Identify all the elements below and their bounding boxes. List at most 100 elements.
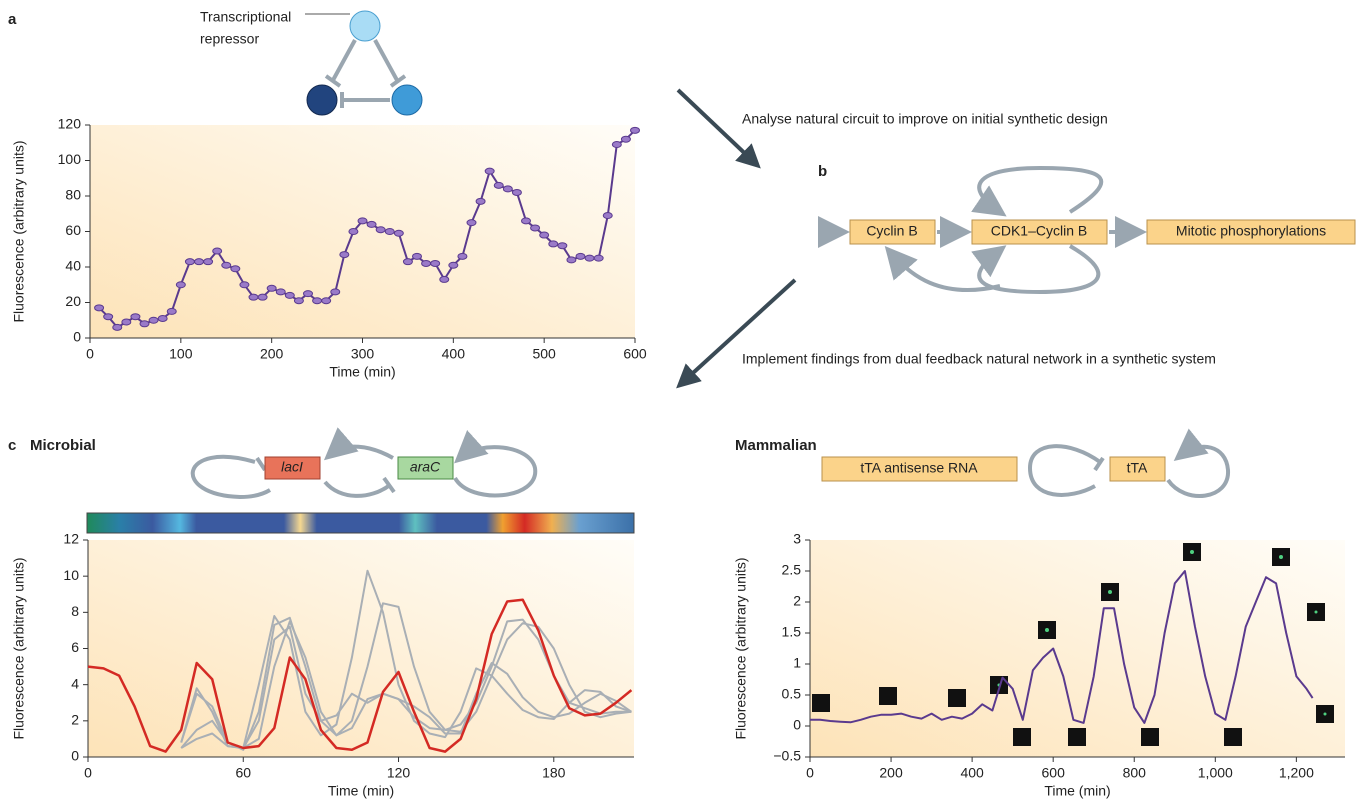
arrow [682,280,795,383]
y-tick-label: 80 [65,187,81,203]
x-tick-label: 0 [86,346,94,362]
node-label: CDK1–Cyclin B [991,223,1087,239]
data-point [240,282,249,288]
data-point [195,259,204,265]
data-point [167,308,176,314]
data-point [340,252,349,258]
plot-background [90,125,635,338]
panel-title: Microbial [30,437,96,454]
x-tick-label: 180 [542,765,566,781]
data-point [294,298,303,304]
data-point [531,225,540,231]
x-axis-label: Time (min) [1044,783,1110,799]
data-point [213,248,222,254]
y-tick-label: 40 [65,258,81,274]
x-tick-label: 400 [960,765,984,781]
x-axis-label: Time (min) [328,783,394,799]
y-tick-label: 60 [65,222,81,238]
data-point [576,253,585,259]
data-point [304,291,313,297]
arrow-text: Analyse natural circuit to improve on in… [742,111,1108,127]
feedback-loop [1030,446,1100,495]
data-point [104,314,113,320]
y-tick-label: 6 [71,639,79,655]
node [392,85,422,115]
y-tick-label: 0 [71,748,79,764]
x-tick-label: 60 [235,765,251,781]
data-point [494,182,503,188]
data-point [331,289,340,295]
data-point [249,294,258,300]
data-point [313,298,322,304]
data-point [449,262,458,268]
data-point [467,220,476,226]
node [307,85,337,115]
y-tick-label: 120 [58,116,82,132]
data-point [222,262,231,268]
data-point [276,289,285,295]
data-point [594,255,603,261]
data-point [185,259,194,265]
data-point [440,276,449,282]
data-point [367,221,376,227]
node-label: tTA [1127,460,1148,476]
data-point [485,168,494,174]
data-point [567,257,576,263]
feedback-loop [979,168,1101,212]
x-tick-label: 600 [623,346,647,362]
data-point [549,241,558,247]
data-point [358,218,367,224]
y-tick-label: 2 [71,712,79,728]
data-point [603,213,612,219]
plot-background [88,540,634,757]
data-point [258,294,267,300]
data-point [95,305,104,311]
data-point [403,259,412,265]
x-tick-label: 120 [387,765,411,781]
data-point [585,255,594,261]
y-tick-label: 1.5 [782,624,802,640]
repressor-label: repressor [200,31,259,47]
feedback-loop [330,447,393,458]
data-point [476,198,485,204]
x-tick-label: 500 [532,346,556,362]
data-point [204,259,213,265]
y-axis-label: Fluorescence (arbitrary units) [11,140,27,322]
y-tick-label: 10 [63,567,79,583]
x-tick-label: 300 [351,346,375,362]
y-tick-label: 3 [793,531,801,547]
x-tick-label: 200 [260,346,284,362]
node-label: tTA antisense RNA [860,460,978,476]
data-point [176,282,185,288]
y-tick-label: 8 [71,603,79,619]
repressor-label: Transcriptional [200,9,291,25]
y-tick-label: 4 [71,675,79,691]
data-point [522,218,531,224]
data-point [458,253,467,259]
x-tick-label: 1,000 [1198,765,1233,781]
y-tick-label: 0 [73,329,81,345]
gene-label: lacI [281,459,303,475]
data-point [540,232,549,238]
data-point [512,189,521,195]
data-point [422,260,431,266]
data-point [158,315,167,321]
y-tick-label: 0.5 [782,686,802,702]
y-axis-label: Fluorescence (arbitrary units) [733,557,749,739]
data-point [131,314,140,320]
y-tick-label: 100 [58,151,82,167]
node-label: Cyclin B [866,223,917,239]
data-point [140,321,149,327]
x-tick-label: 600 [1042,765,1066,781]
x-tick-label: 200 [879,765,903,781]
x-tick-label: 0 [84,765,92,781]
panel-title: Mammalian [735,437,817,454]
data-point [558,243,567,249]
y-tick-label: 1 [793,655,801,671]
data-point [322,298,331,304]
x-tick-label: 100 [169,346,193,362]
feedback-loop [1168,447,1228,496]
data-point [503,186,512,192]
data-point [385,229,394,235]
data-point [231,266,240,272]
